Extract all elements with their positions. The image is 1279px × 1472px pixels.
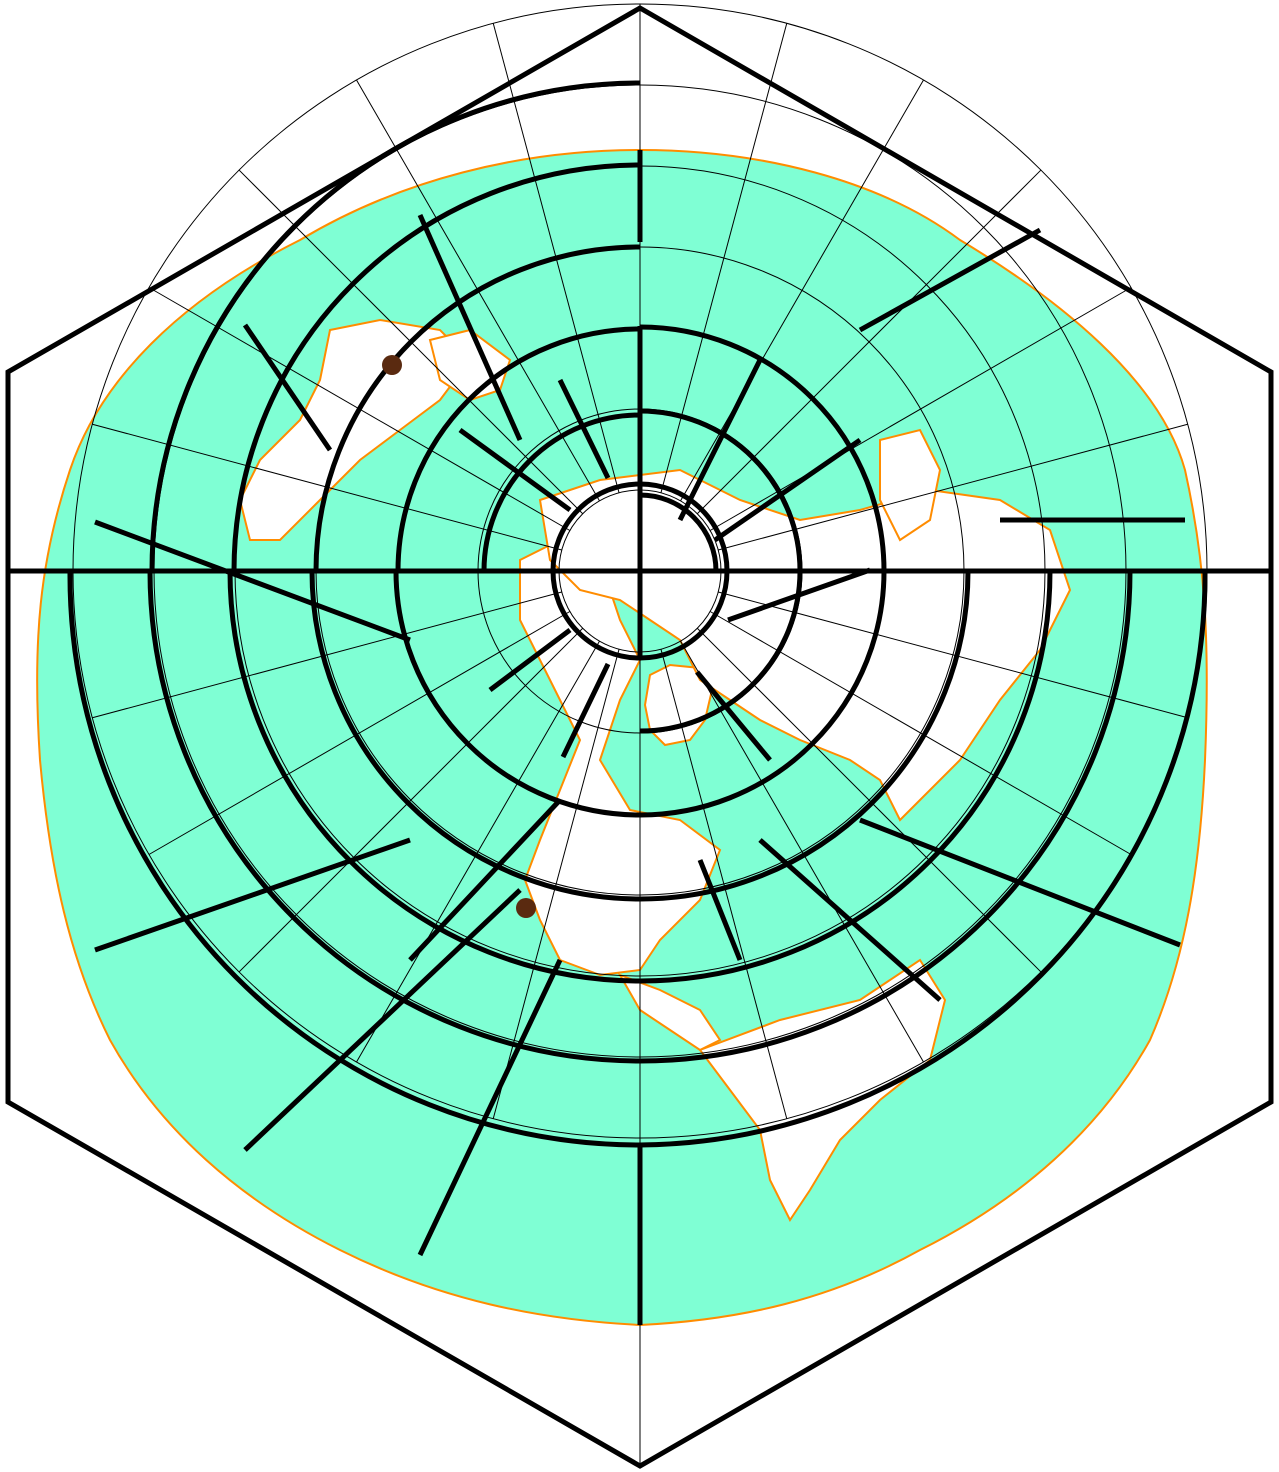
graticule-meridian	[492, 649, 620, 1119]
graticule-meridian	[92, 591, 562, 719]
marker-1	[382, 355, 402, 375]
ocean-area	[36, 148, 1208, 1327]
eurasia	[538, 468, 1072, 822]
marker-2	[516, 898, 536, 918]
graticule-meridian	[148, 611, 571, 855]
africa	[879, 428, 942, 542]
south-america	[698, 958, 947, 1222]
greenland	[643, 663, 714, 747]
graticule-meridian	[238, 627, 584, 973]
land-masses	[238, 318, 1072, 1222]
graticule-meridian	[356, 640, 600, 1063]
central-america	[617, 973, 722, 1052]
tile-boundaries	[8, 80, 1271, 1325]
